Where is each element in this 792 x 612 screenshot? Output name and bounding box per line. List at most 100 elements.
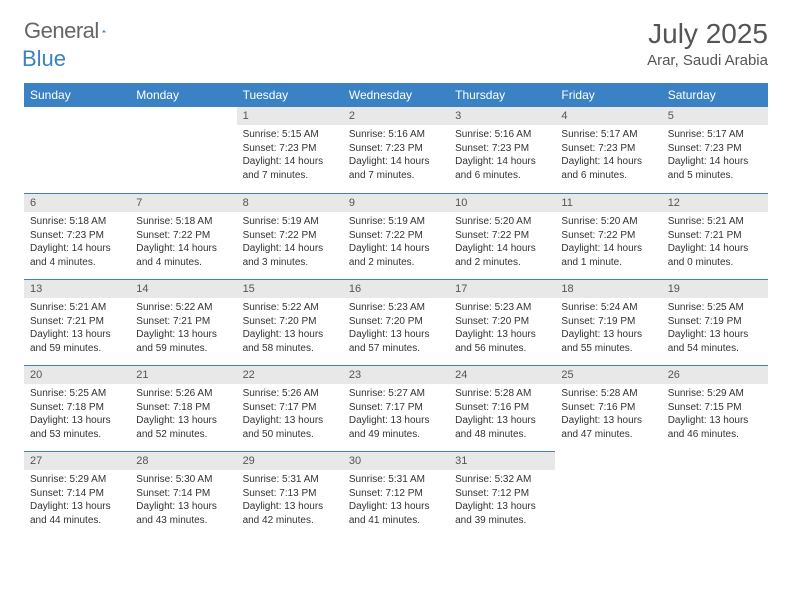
daylight-line-1: Daylight: 13 hours bbox=[668, 328, 762, 342]
sunset-line: Sunset: 7:12 PM bbox=[455, 487, 549, 501]
day-content: Sunrise: 5:15 AMSunset: 7:23 PMDaylight:… bbox=[237, 125, 343, 188]
daylight-line-2: and 4 minutes. bbox=[136, 256, 230, 270]
sunset-line: Sunset: 7:20 PM bbox=[455, 315, 549, 329]
sunrise-line: Sunrise: 5:29 AM bbox=[668, 387, 762, 401]
weekday-header: Sunday bbox=[24, 83, 130, 107]
calendar-cell: 1Sunrise: 5:15 AMSunset: 7:23 PMDaylight… bbox=[237, 107, 343, 193]
daylight-line-2: and 50 minutes. bbox=[243, 428, 337, 442]
daylight-line-2: and 44 minutes. bbox=[30, 514, 124, 528]
day-content: Sunrise: 5:17 AMSunset: 7:23 PMDaylight:… bbox=[662, 125, 768, 188]
day-number: 14 bbox=[130, 279, 236, 298]
sunrise-line: Sunrise: 5:22 AM bbox=[243, 301, 337, 315]
daylight-line-1: Daylight: 13 hours bbox=[349, 414, 443, 428]
day-number: 24 bbox=[449, 365, 555, 384]
sunset-line: Sunset: 7:22 PM bbox=[136, 229, 230, 243]
calendar-cell: 4Sunrise: 5:17 AMSunset: 7:23 PMDaylight… bbox=[555, 107, 661, 193]
daylight-line-2: and 6 minutes. bbox=[561, 169, 655, 183]
daylight-line-2: and 41 minutes. bbox=[349, 514, 443, 528]
day-number: 29 bbox=[237, 451, 343, 470]
daylight-line-1: Daylight: 13 hours bbox=[455, 414, 549, 428]
day-content: Sunrise: 5:26 AMSunset: 7:18 PMDaylight:… bbox=[130, 384, 236, 447]
sunrise-line: Sunrise: 5:21 AM bbox=[30, 301, 124, 315]
sunset-line: Sunset: 7:23 PM bbox=[668, 142, 762, 156]
day-number: 21 bbox=[130, 365, 236, 384]
daylight-line-1: Daylight: 13 hours bbox=[243, 414, 337, 428]
calendar-cell: 5Sunrise: 5:17 AMSunset: 7:23 PMDaylight… bbox=[662, 107, 768, 193]
daylight-line-2: and 58 minutes. bbox=[243, 342, 337, 356]
sunrise-line: Sunrise: 5:32 AM bbox=[455, 473, 549, 487]
daylight-line-2: and 54 minutes. bbox=[668, 342, 762, 356]
day-number: 9 bbox=[343, 193, 449, 212]
day-number: 2 bbox=[343, 107, 449, 125]
day-number: 18 bbox=[555, 279, 661, 298]
daylight-line-1: Daylight: 13 hours bbox=[561, 414, 655, 428]
day-content: Sunrise: 5:22 AMSunset: 7:21 PMDaylight:… bbox=[130, 298, 236, 361]
daylight-line-1: Daylight: 13 hours bbox=[243, 500, 337, 514]
daylight-line-2: and 2 minutes. bbox=[349, 256, 443, 270]
daylight-line-2: and 43 minutes. bbox=[136, 514, 230, 528]
daylight-line-2: and 39 minutes. bbox=[455, 514, 549, 528]
day-content: Sunrise: 5:25 AMSunset: 7:18 PMDaylight:… bbox=[24, 384, 130, 447]
sunset-line: Sunset: 7:20 PM bbox=[349, 315, 443, 329]
day-number: 1 bbox=[237, 107, 343, 125]
daylight-line-1: Daylight: 14 hours bbox=[561, 242, 655, 256]
sunset-line: Sunset: 7:14 PM bbox=[136, 487, 230, 501]
sunset-line: Sunset: 7:22 PM bbox=[455, 229, 549, 243]
daylight-line-2: and 46 minutes. bbox=[668, 428, 762, 442]
daylight-line-2: and 6 minutes. bbox=[455, 169, 549, 183]
sunrise-line: Sunrise: 5:31 AM bbox=[243, 473, 337, 487]
daylight-line-1: Daylight: 14 hours bbox=[30, 242, 124, 256]
day-number: 11 bbox=[555, 193, 661, 212]
day-content: Sunrise: 5:22 AMSunset: 7:20 PMDaylight:… bbox=[237, 298, 343, 361]
calendar-cell: 21Sunrise: 5:26 AMSunset: 7:18 PMDayligh… bbox=[130, 365, 236, 451]
sunset-line: Sunset: 7:13 PM bbox=[243, 487, 337, 501]
calendar-cell: 28Sunrise: 5:30 AMSunset: 7:14 PMDayligh… bbox=[130, 451, 236, 537]
daylight-line-2: and 55 minutes. bbox=[561, 342, 655, 356]
day-content: Sunrise: 5:26 AMSunset: 7:17 PMDaylight:… bbox=[237, 384, 343, 447]
day-number: 5 bbox=[662, 107, 768, 125]
calendar-cell: 13Sunrise: 5:21 AMSunset: 7:21 PMDayligh… bbox=[24, 279, 130, 365]
day-content: Sunrise: 5:17 AMSunset: 7:23 PMDaylight:… bbox=[555, 125, 661, 188]
calendar-cell: 20Sunrise: 5:25 AMSunset: 7:18 PMDayligh… bbox=[24, 365, 130, 451]
calendar-week-row: 20Sunrise: 5:25 AMSunset: 7:18 PMDayligh… bbox=[24, 365, 768, 451]
day-content: Sunrise: 5:20 AMSunset: 7:22 PMDaylight:… bbox=[449, 212, 555, 275]
day-number: 12 bbox=[662, 193, 768, 212]
weekday-header: Monday bbox=[130, 83, 236, 107]
calendar-cell: 17Sunrise: 5:23 AMSunset: 7:20 PMDayligh… bbox=[449, 279, 555, 365]
daylight-line-2: and 59 minutes. bbox=[136, 342, 230, 356]
logo: General bbox=[24, 18, 126, 44]
sunset-line: Sunset: 7:23 PM bbox=[349, 142, 443, 156]
location-label: Arar, Saudi Arabia bbox=[647, 52, 768, 69]
weekday-header: Thursday bbox=[449, 83, 555, 107]
day-content: Sunrise: 5:18 AMSunset: 7:22 PMDaylight:… bbox=[130, 212, 236, 275]
day-content: Sunrise: 5:24 AMSunset: 7:19 PMDaylight:… bbox=[555, 298, 661, 361]
calendar-cell: 26Sunrise: 5:29 AMSunset: 7:15 PMDayligh… bbox=[662, 365, 768, 451]
daylight-line-1: Daylight: 13 hours bbox=[136, 500, 230, 514]
calendar-week-row: 1Sunrise: 5:15 AMSunset: 7:23 PMDaylight… bbox=[24, 107, 768, 193]
daylight-line-2: and 0 minutes. bbox=[668, 256, 762, 270]
sunset-line: Sunset: 7:22 PM bbox=[561, 229, 655, 243]
calendar-cell: 25Sunrise: 5:28 AMSunset: 7:16 PMDayligh… bbox=[555, 365, 661, 451]
sunrise-line: Sunrise: 5:17 AM bbox=[668, 128, 762, 142]
daylight-line-1: Daylight: 13 hours bbox=[455, 500, 549, 514]
daylight-line-2: and 49 minutes. bbox=[349, 428, 443, 442]
sunrise-line: Sunrise: 5:18 AM bbox=[30, 215, 124, 229]
sunrise-line: Sunrise: 5:16 AM bbox=[349, 128, 443, 142]
sunset-line: Sunset: 7:23 PM bbox=[561, 142, 655, 156]
sunrise-line: Sunrise: 5:19 AM bbox=[243, 215, 337, 229]
daylight-line-2: and 42 minutes. bbox=[243, 514, 337, 528]
calendar-cell bbox=[130, 107, 236, 193]
day-content: Sunrise: 5:32 AMSunset: 7:12 PMDaylight:… bbox=[449, 470, 555, 533]
calendar-week-row: 6Sunrise: 5:18 AMSunset: 7:23 PMDaylight… bbox=[24, 193, 768, 279]
daylight-line-1: Daylight: 13 hours bbox=[349, 328, 443, 342]
sunset-line: Sunset: 7:19 PM bbox=[668, 315, 762, 329]
day-number: 6 bbox=[24, 193, 130, 212]
daylight-line-1: Daylight: 13 hours bbox=[30, 500, 124, 514]
calendar-cell: 16Sunrise: 5:23 AMSunset: 7:20 PMDayligh… bbox=[343, 279, 449, 365]
day-content: Sunrise: 5:30 AMSunset: 7:14 PMDaylight:… bbox=[130, 470, 236, 533]
daylight-line-2: and 7 minutes. bbox=[243, 169, 337, 183]
calendar-cell: 11Sunrise: 5:20 AMSunset: 7:22 PMDayligh… bbox=[555, 193, 661, 279]
sunset-line: Sunset: 7:22 PM bbox=[349, 229, 443, 243]
day-content: Sunrise: 5:25 AMSunset: 7:19 PMDaylight:… bbox=[662, 298, 768, 361]
sunset-line: Sunset: 7:21 PM bbox=[668, 229, 762, 243]
